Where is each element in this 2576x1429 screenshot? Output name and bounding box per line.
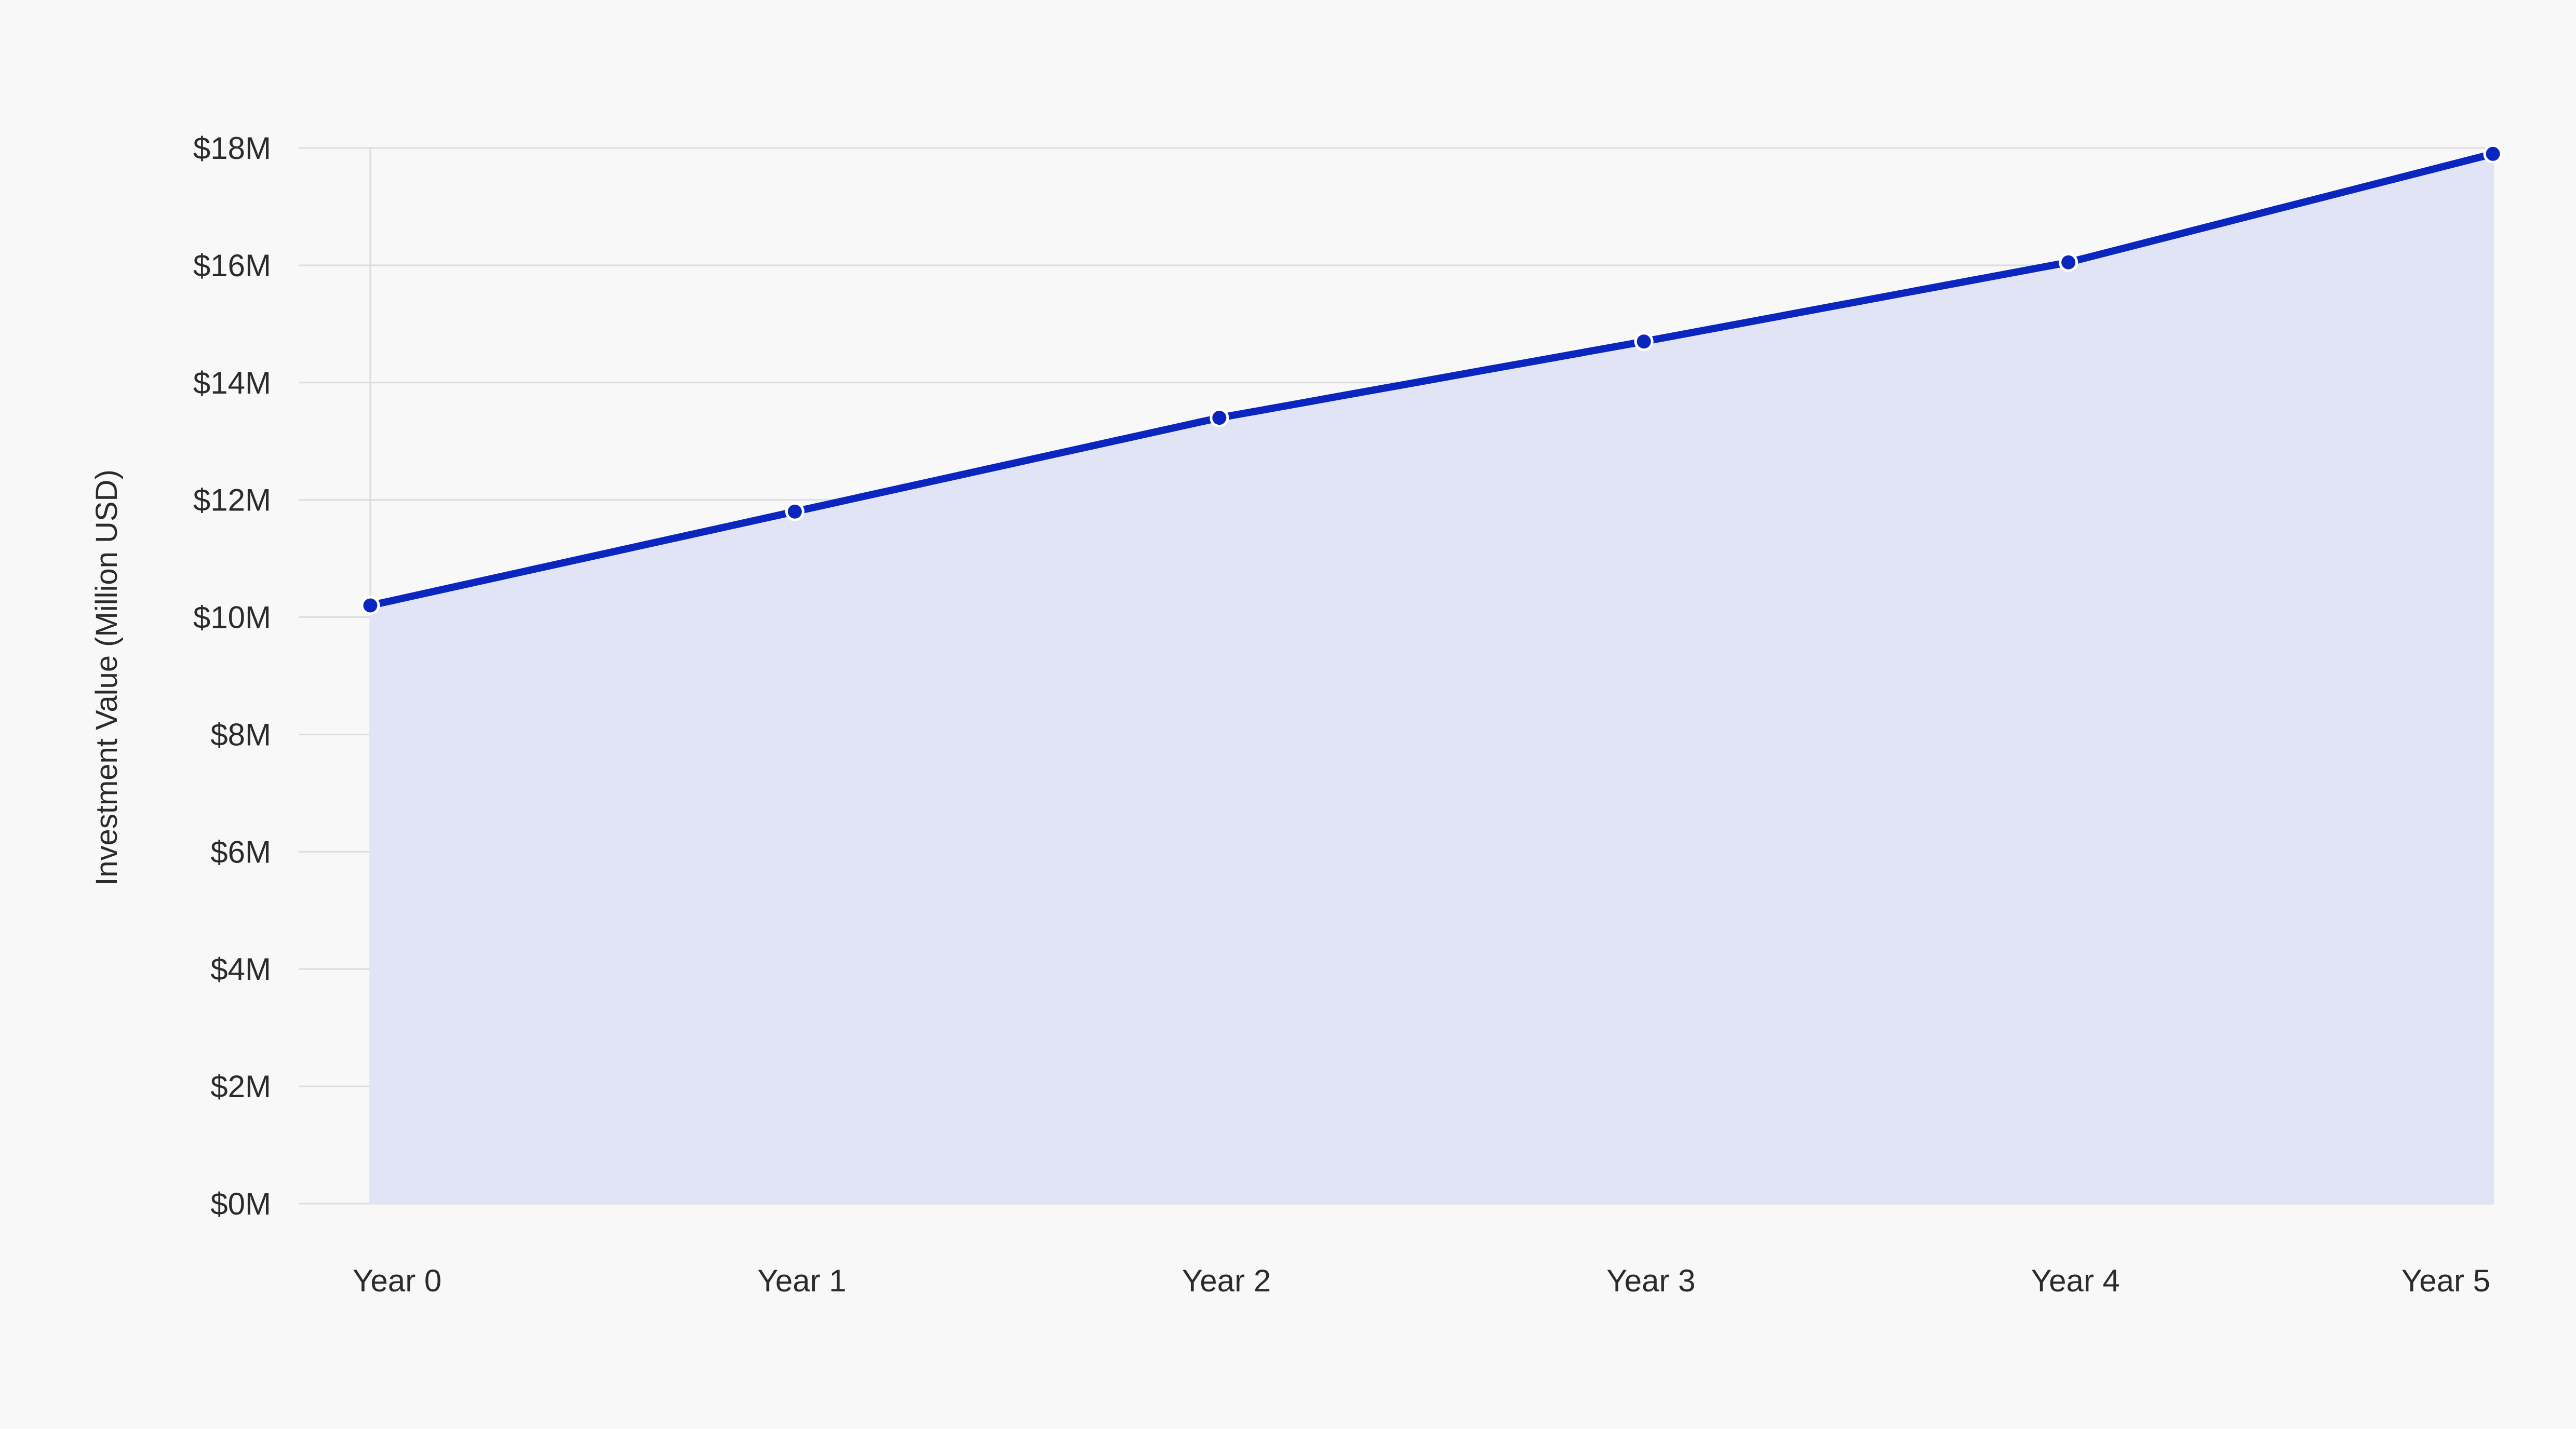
line-layer (367, 150, 2497, 609)
series-line (367, 150, 2497, 609)
data-point[interactable] (1210, 408, 1229, 428)
marker-layer (360, 144, 2503, 615)
series-area (370, 154, 2493, 1204)
x-axis-ticks: Year 0 Year 1 Year 2 Year 3 Year 4 Year 5 (353, 1263, 2490, 1298)
y-axis-title: Investment Value (Million USD) (90, 469, 124, 886)
data-point[interactable] (2059, 252, 2078, 272)
x-tick-label: Year 3 (1606, 1263, 1695, 1298)
y-tick-label: $12M (193, 483, 271, 518)
y-tick-label: $2M (210, 1069, 271, 1104)
y-tick-label: $10M (193, 600, 271, 635)
x-tick-label: Year 5 (2401, 1263, 2490, 1298)
area-layer (370, 154, 2493, 1204)
x-tick-label: Year 0 (353, 1263, 441, 1298)
y-tick-label: $0M (210, 1187, 271, 1221)
y-tick-label: $16M (193, 248, 271, 283)
x-tick-label: Year 4 (2031, 1263, 2120, 1298)
data-point[interactable] (360, 596, 380, 615)
y-tick-label: $18M (193, 131, 271, 166)
y-tick-label: $6M (210, 834, 271, 869)
x-tick-label: Year 2 (1182, 1263, 1271, 1298)
x-tick-label: Year 1 (757, 1263, 846, 1298)
y-tick-label: $8M (210, 717, 271, 752)
data-point[interactable] (2483, 144, 2503, 164)
y-tick-label: $4M (210, 952, 271, 987)
data-point[interactable] (785, 502, 804, 521)
y-axis-ticks: $0M $2M $4M $6M $8M $10M $12M $14M $16M $18M (193, 131, 271, 1221)
y-tick-label: $14M (193, 366, 271, 400)
data-point[interactable] (1634, 332, 1654, 352)
